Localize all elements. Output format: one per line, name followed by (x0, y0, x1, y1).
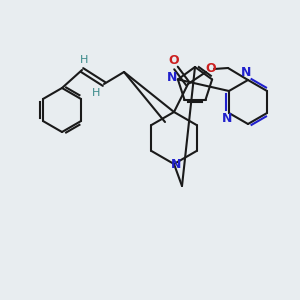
Text: N: N (222, 112, 232, 125)
Text: N: N (241, 67, 251, 80)
Text: N: N (167, 71, 177, 84)
Text: N: N (171, 158, 181, 172)
Text: O: O (206, 62, 216, 76)
Text: H: H (92, 88, 100, 98)
Text: O: O (169, 55, 179, 68)
Text: H: H (80, 55, 88, 65)
